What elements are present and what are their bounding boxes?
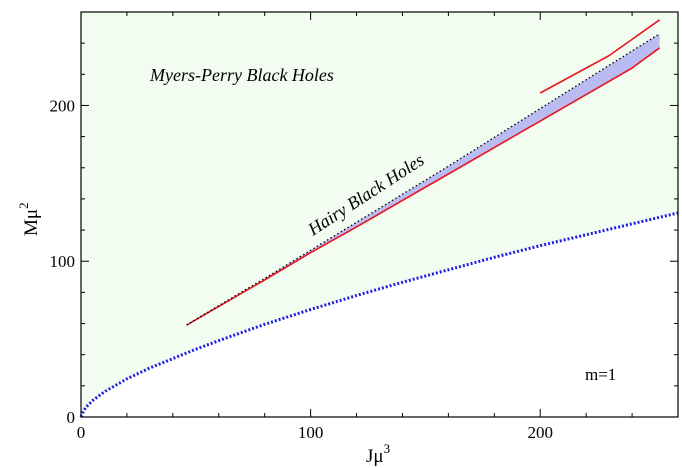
x-axis-title: Jμ3: [366, 441, 390, 467]
y-tick-label: 100: [50, 252, 76, 271]
annotation-m: m=1: [585, 365, 616, 384]
series-0-line: [79, 211, 679, 418]
x-tick-label: 0: [77, 423, 86, 442]
y-tick-label: 200: [50, 96, 76, 115]
x-tick-label: 100: [298, 423, 324, 442]
axes: 0 100 200 0 100 200: [50, 11, 679, 442]
y-axis-title-sup: 2: [16, 202, 31, 209]
y-axis-title: Mμ2: [16, 202, 42, 236]
x-axis-title-main: Jμ: [366, 446, 384, 467]
y-axis-title-main: Mμ: [21, 209, 42, 236]
plot-area: [79, 12, 679, 418]
y-tick-label: 0: [67, 408, 76, 427]
plot-frame: [80, 11, 679, 418]
annotation-myers-perry: Myers-Perry Black Holes: [149, 65, 334, 85]
series-1-line: [186, 47, 661, 326]
x-tick-label: 200: [527, 423, 553, 442]
x-axis-title-sup: 3: [384, 441, 391, 456]
series-3-line: [539, 19, 661, 94]
